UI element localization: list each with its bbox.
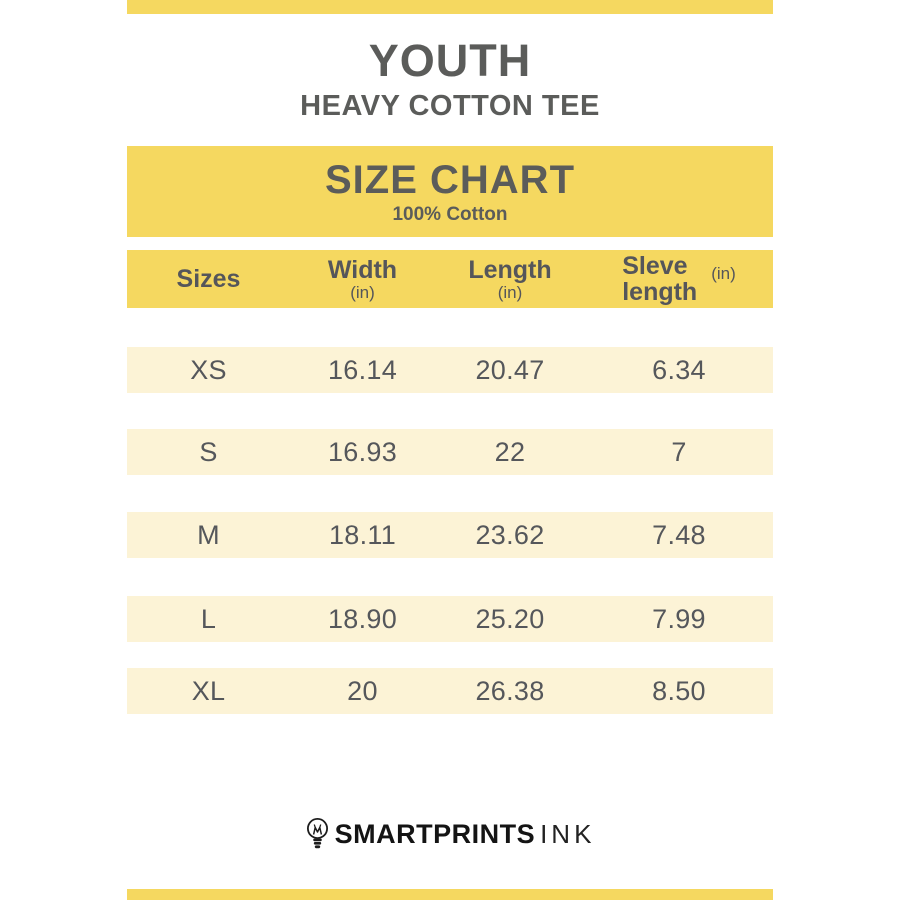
- column-header-sizes: Sizes: [127, 250, 290, 308]
- table-row-l: L 18.90 25.20 7.99: [127, 596, 773, 642]
- size-cell: M: [197, 520, 220, 550]
- size-chart-banner: SIZE CHART 100% Cotton: [127, 146, 773, 237]
- column-label: Width: [327, 255, 398, 284]
- brand-logo: SMARTPRINTS INK: [0, 814, 900, 854]
- top-accent-strip: [127, 0, 773, 14]
- length-cell: 23.62: [475, 520, 545, 550]
- material-note: 100% Cotton: [392, 203, 508, 225]
- column-unit: (in): [711, 263, 736, 283]
- width-cell: 18.90: [327, 604, 398, 634]
- size-chart-heading: SIZE CHART: [325, 157, 575, 202]
- sleeve-cell: 6.34: [652, 355, 706, 385]
- column-label: Length: [468, 255, 552, 284]
- width-cell: 16.14: [327, 355, 398, 385]
- column-unit: (in): [497, 282, 523, 302]
- sleeve-cell: 7: [671, 437, 687, 467]
- brand-name-light: INK: [540, 818, 596, 849]
- column-header-width: Width (in): [290, 250, 435, 308]
- page-title: YOUTH: [368, 35, 532, 86]
- lightbulb-icon: [306, 817, 328, 849]
- width-cell: 16.93: [327, 437, 398, 467]
- table-header-row: Sizes Width (in) Length (in) Sleve lengt…: [127, 250, 773, 308]
- table-row-s: S 16.93 22 7: [127, 429, 773, 475]
- table-row-xs: XS 16.14 20.47 6.34: [127, 347, 773, 393]
- length-cell: 25.20: [475, 604, 545, 634]
- column-label: Sizes: [176, 265, 241, 293]
- size-cell: XL: [191, 676, 226, 706]
- brand-name-bold: SMARTPRINTS: [334, 818, 536, 849]
- size-cell: L: [200, 604, 217, 634]
- column-header-sleeve-length: Sleve length (in): [585, 250, 773, 308]
- sleeve-cell: 7.99: [652, 604, 706, 634]
- bottom-accent-strip: [127, 889, 773, 900]
- page-subtitle: HEAVY COTTON TEE: [300, 90, 600, 122]
- table-row-xl: XL 20 26.38 8.50: [127, 668, 773, 714]
- size-cell: XS: [190, 355, 227, 385]
- sleeve-cell: 7.48: [652, 520, 706, 550]
- length-cell: 26.38: [475, 676, 545, 706]
- table-row-m: M 18.11 23.62 7.48: [127, 512, 773, 558]
- size-cell: S: [199, 437, 218, 467]
- column-unit: (in): [350, 282, 375, 302]
- sleeve-cell: 8.50: [652, 676, 706, 706]
- width-cell: 18.11: [328, 520, 397, 550]
- column-header-length: Length (in): [435, 250, 585, 308]
- width-cell: 20: [347, 676, 378, 706]
- length-cell: 20.47: [475, 355, 545, 385]
- column-label: Sleve length: [622, 252, 698, 306]
- length-cell: 22: [494, 437, 526, 467]
